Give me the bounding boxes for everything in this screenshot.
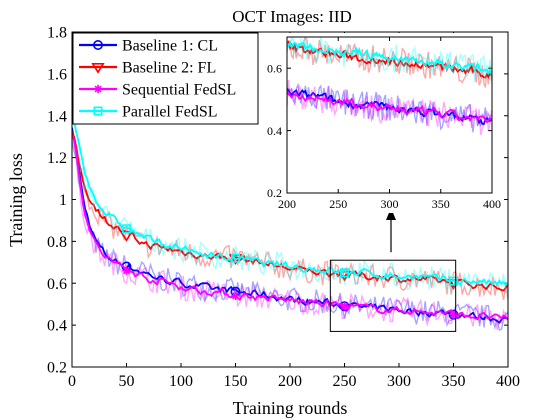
main-x-tick-label: 50 xyxy=(119,373,135,390)
main-raw-line xyxy=(72,113,508,294)
main-x-tick-label: 350 xyxy=(442,373,466,390)
inset-smoothed-line xyxy=(287,89,492,124)
inset-raw-line xyxy=(290,37,492,84)
zoom-region-box xyxy=(329,208,457,332)
main-smoothed-line xyxy=(72,134,508,321)
legend-label: Parallel FedSL xyxy=(122,104,218,121)
inset-x-tick-label: 350 xyxy=(432,197,450,211)
main-x-tick-label: 400 xyxy=(496,373,520,390)
legend-marker xyxy=(91,62,105,74)
legend-marker xyxy=(93,39,104,50)
inset-y-tick-label: 0.4 xyxy=(267,124,282,138)
main-y-tick-label: 1 xyxy=(59,192,67,209)
main-series-sequential-fedsl xyxy=(72,134,508,330)
main-x-tick-label: 150 xyxy=(224,373,248,390)
main-y-tick-label: 0.8 xyxy=(47,234,67,251)
main-smoothed-line xyxy=(72,116,508,287)
main-marker xyxy=(122,224,132,234)
legend: Baseline 1: CL Baseline 2: FL Sequential F… xyxy=(72,32,259,125)
legend-entry: Baseline 2: FL xyxy=(79,60,216,77)
chart-title: OCT Images: IID xyxy=(232,7,352,26)
legend-entry: Sequential FedSL xyxy=(79,82,236,99)
main-smoothed-line xyxy=(72,131,508,292)
y-axis-label: Training loss xyxy=(6,153,26,247)
main-y-tick-label: 1.4 xyxy=(47,108,67,125)
main-series-parallel-fedsl xyxy=(72,113,508,294)
main-marker xyxy=(231,291,240,301)
inset-background xyxy=(257,33,504,213)
main-x-tick-label: 0 xyxy=(68,373,76,390)
inset-y-tick-label: 0.2 xyxy=(267,186,282,200)
inset-plot: 200 250 300 350 400 0.2 0.4 0.6 xyxy=(257,33,504,213)
main-marker xyxy=(339,268,349,278)
inset-y-tick-label: 0.6 xyxy=(267,61,282,75)
legend-entry: Parallel FedSL xyxy=(79,104,218,121)
main-x-tick-label: 200 xyxy=(278,373,302,390)
zoom-rectangle xyxy=(329,259,457,332)
main-marker xyxy=(122,266,131,275)
inset-raw-line xyxy=(287,79,492,135)
legend-entry: Baseline 1: CL xyxy=(79,38,218,55)
main-y-tick-label: 1.8 xyxy=(47,25,67,42)
main-y-tick-label: 1.6 xyxy=(47,66,67,83)
inset-series-sequential-fedsl xyxy=(287,79,492,135)
inset-x-tick-label: 400 xyxy=(483,197,501,211)
main-y-tick-label: 0.2 xyxy=(47,360,67,377)
inset-x-tick-label: 300 xyxy=(381,197,399,211)
inset-smoothed-line xyxy=(287,40,492,76)
x-axis-label: Training rounds xyxy=(233,398,348,418)
main-x-tick-label: 250 xyxy=(333,373,357,390)
legend-marker xyxy=(93,106,103,116)
inset-x-tick-label: 200 xyxy=(278,197,296,211)
main-marker xyxy=(231,253,241,263)
inset-frame xyxy=(286,36,493,194)
main-y-tick-label: 0.4 xyxy=(47,318,67,335)
inset-series-parallel-fedsl xyxy=(287,37,492,84)
main-y-tick-label: 1.2 xyxy=(47,150,67,167)
legend-label: Baseline 1: CL xyxy=(122,38,218,55)
main-y-tick-label: 0.6 xyxy=(47,276,67,293)
zoom-arrow-head xyxy=(386,208,397,220)
main-x-tick-label: 100 xyxy=(169,373,193,390)
main-plot-frame xyxy=(71,31,509,368)
legend-label: Baseline 2: FL xyxy=(122,60,216,77)
legend-box xyxy=(72,32,259,125)
legend-label: Sequential FedSL xyxy=(122,82,236,99)
main-marker xyxy=(449,310,458,319)
main-marker xyxy=(340,302,349,311)
main-marker xyxy=(448,276,458,286)
inset-x-tick-label: 250 xyxy=(329,197,347,211)
legend-marker xyxy=(93,84,103,94)
main-x-tick-label: 300 xyxy=(387,373,411,390)
